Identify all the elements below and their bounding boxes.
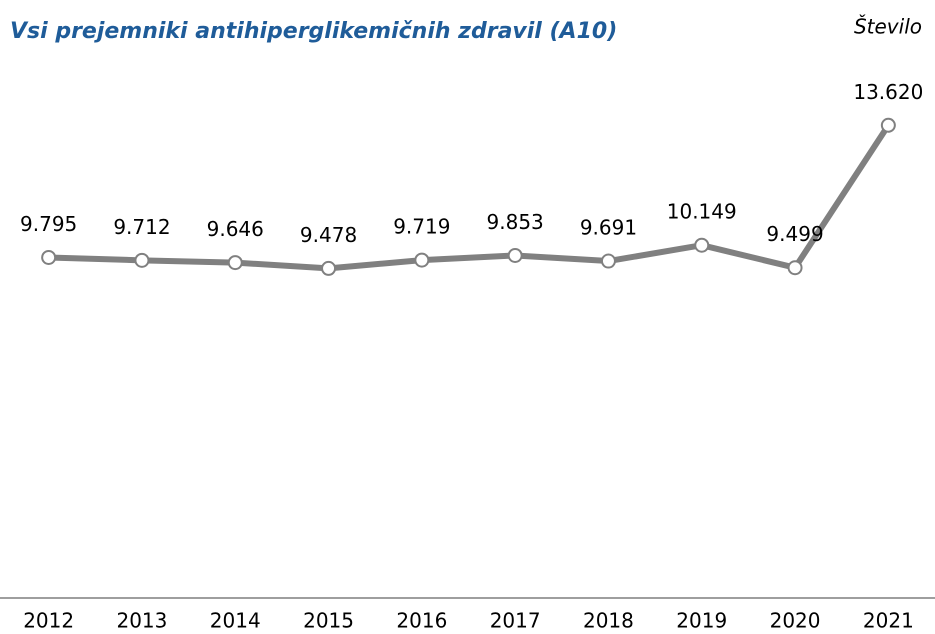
point-marker — [600, 253, 616, 269]
point-marker — [694, 237, 710, 253]
data-label: 9.691 — [580, 216, 637, 240]
point-marker — [787, 260, 803, 276]
x-tick-label: 2016 — [396, 609, 447, 633]
data-label: 9.853 — [487, 210, 544, 234]
x-tick-label: 2012 — [23, 609, 74, 633]
point-marker — [134, 252, 150, 268]
x-tick-label: 2018 — [583, 609, 634, 633]
data-label: 9.499 — [766, 222, 823, 246]
data-label: 9.712 — [113, 215, 170, 239]
x-tick-label: 2017 — [490, 609, 541, 633]
data-label: 13.620 — [853, 80, 923, 104]
data-label: 9.795 — [20, 212, 77, 236]
x-tick-label: 2019 — [676, 609, 727, 633]
data-label: 9.478 — [300, 223, 357, 247]
x-tick-label: 2013 — [116, 609, 167, 633]
point-marker — [321, 260, 337, 276]
point-marker — [880, 117, 896, 133]
data-label: 9.719 — [393, 215, 450, 239]
x-tick-label: 2021 — [863, 609, 914, 633]
x-tick-label: 2014 — [210, 609, 261, 633]
y-axis-label: Število — [854, 15, 922, 39]
series-line — [48, 123, 891, 272]
data-label: 10.149 — [667, 200, 737, 224]
data-label: 9.646 — [207, 217, 264, 241]
chart-title: Vsi prejemniki antihiperglikemičnih zdra… — [10, 19, 617, 44]
point-marker — [227, 255, 243, 271]
x-tick-label: 2015 — [303, 609, 354, 633]
point-marker — [414, 252, 430, 268]
point-marker — [507, 247, 523, 263]
point-marker — [41, 249, 57, 265]
x-tick-label: 2020 — [770, 609, 821, 633]
